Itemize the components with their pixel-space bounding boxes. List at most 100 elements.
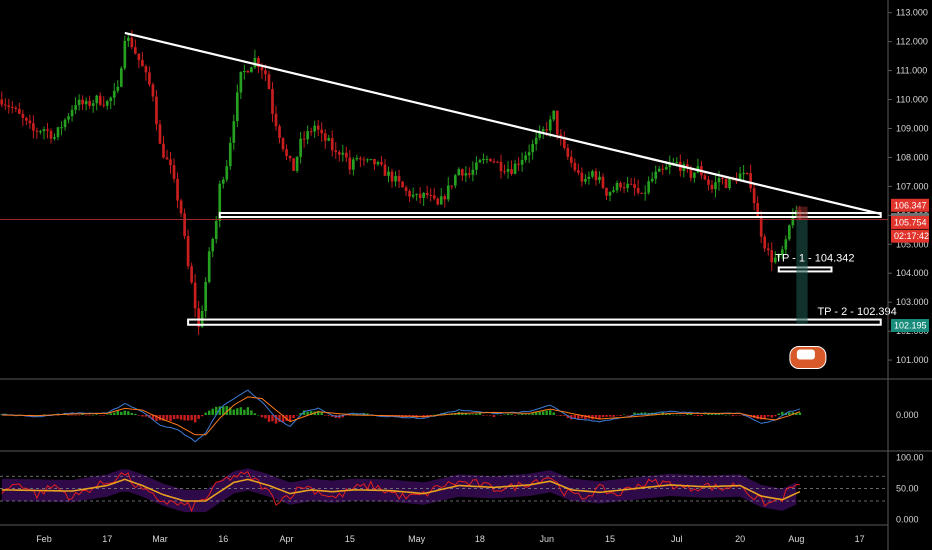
candle[interactable] bbox=[654, 165, 658, 184]
candle[interactable] bbox=[471, 161, 475, 182]
candle[interactable] bbox=[369, 158, 373, 161]
candle[interactable] bbox=[791, 208, 795, 229]
candle[interactable] bbox=[18, 102, 21, 115]
candle[interactable] bbox=[394, 171, 397, 187]
candle[interactable] bbox=[211, 237, 215, 258]
candle[interactable] bbox=[524, 151, 527, 163]
candle[interactable] bbox=[598, 171, 601, 184]
candle[interactable] bbox=[770, 242, 774, 271]
candle[interactable] bbox=[527, 144, 531, 163]
candle[interactable] bbox=[707, 175, 710, 191]
candle[interactable] bbox=[323, 129, 327, 150]
candle[interactable] bbox=[411, 187, 415, 199]
candle[interactable] bbox=[334, 142, 338, 159]
candle[interactable] bbox=[207, 247, 211, 284]
candle[interactable] bbox=[60, 121, 63, 136]
candle[interactable] bbox=[745, 172, 749, 175]
candle[interactable] bbox=[148, 66, 151, 87]
candle[interactable] bbox=[446, 177, 450, 202]
candle[interactable] bbox=[112, 83, 116, 106]
candle[interactable] bbox=[348, 149, 352, 175]
candle[interactable] bbox=[352, 157, 355, 176]
candle[interactable] bbox=[274, 105, 278, 131]
candle[interactable] bbox=[439, 188, 443, 205]
candle[interactable] bbox=[355, 154, 359, 162]
candle[interactable] bbox=[302, 131, 306, 148]
target-zone[interactable] bbox=[796, 219, 808, 324]
candle[interactable] bbox=[552, 110, 556, 122]
candle[interactable] bbox=[56, 126, 60, 141]
candle[interactable] bbox=[130, 30, 134, 50]
candle[interactable] bbox=[105, 99, 109, 110]
candle[interactable] bbox=[650, 172, 654, 183]
candle[interactable] bbox=[475, 156, 478, 176]
candle[interactable] bbox=[531, 139, 534, 160]
candle[interactable] bbox=[81, 95, 84, 111]
candle[interactable] bbox=[520, 152, 524, 172]
candle[interactable] bbox=[221, 177, 225, 189]
candle[interactable] bbox=[313, 120, 317, 138]
candle[interactable] bbox=[162, 135, 165, 159]
candle[interactable] bbox=[640, 192, 643, 194]
candle[interactable] bbox=[98, 92, 102, 107]
candle[interactable] bbox=[271, 81, 274, 123]
candle[interactable] bbox=[190, 262, 193, 285]
candle[interactable] bbox=[636, 179, 640, 196]
candle[interactable] bbox=[186, 229, 190, 270]
candle[interactable] bbox=[780, 245, 784, 259]
candle[interactable] bbox=[281, 137, 285, 152]
candle[interactable] bbox=[137, 53, 141, 69]
price-tag[interactable]: 02:17:42 bbox=[891, 229, 929, 243]
candle[interactable] bbox=[337, 150, 341, 162]
candle[interactable] bbox=[499, 154, 503, 179]
candle[interactable] bbox=[714, 174, 717, 198]
candle[interactable] bbox=[387, 166, 390, 183]
candle[interactable] bbox=[109, 96, 113, 110]
candle[interactable] bbox=[327, 135, 331, 142]
candle[interactable] bbox=[193, 273, 197, 318]
candle[interactable] bbox=[362, 156, 366, 166]
candle[interactable] bbox=[594, 168, 598, 186]
candle[interactable] bbox=[116, 80, 120, 94]
candle[interactable] bbox=[158, 120, 162, 144]
candle[interactable] bbox=[250, 66, 253, 73]
candle[interactable] bbox=[39, 129, 42, 135]
candle[interactable] bbox=[341, 144, 345, 162]
candle[interactable] bbox=[573, 158, 577, 173]
candle[interactable] bbox=[172, 158, 176, 183]
candle[interactable] bbox=[102, 96, 106, 108]
candle[interactable] bbox=[408, 189, 411, 203]
candle[interactable] bbox=[316, 120, 320, 137]
candle[interactable] bbox=[228, 137, 232, 170]
candle[interactable] bbox=[605, 187, 608, 200]
trendline[interactable] bbox=[124, 31, 881, 215]
candle[interactable] bbox=[555, 110, 559, 140]
candle[interactable] bbox=[510, 160, 513, 176]
candle[interactable] bbox=[84, 97, 88, 111]
candle[interactable] bbox=[144, 64, 148, 81]
candle[interactable] bbox=[49, 128, 53, 144]
candle[interactable] bbox=[366, 158, 369, 163]
candle[interactable] bbox=[787, 224, 791, 241]
candle[interactable] bbox=[482, 153, 485, 164]
candle[interactable] bbox=[418, 186, 422, 204]
candle[interactable] bbox=[517, 157, 520, 172]
candle[interactable] bbox=[429, 188, 433, 202]
candle[interactable] bbox=[7, 98, 11, 114]
candle[interactable] bbox=[3, 98, 7, 110]
candle[interactable] bbox=[612, 186, 615, 193]
candle[interactable] bbox=[74, 97, 77, 114]
candle[interactable] bbox=[390, 168, 394, 188]
candle[interactable] bbox=[169, 151, 172, 174]
price-tag[interactable]: 106.347 bbox=[891, 198, 929, 212]
candle[interactable] bbox=[243, 64, 246, 80]
candle[interactable] bbox=[566, 143, 570, 161]
candle[interactable] bbox=[404, 185, 408, 197]
candle[interactable] bbox=[643, 185, 647, 201]
candle[interactable] bbox=[197, 300, 200, 335]
candle[interactable] bbox=[724, 176, 728, 189]
candle[interactable] bbox=[415, 193, 418, 201]
candle[interactable] bbox=[306, 125, 309, 145]
candle[interactable] bbox=[657, 166, 661, 172]
events-badge[interactable]: 23 bbox=[789, 346, 827, 370]
